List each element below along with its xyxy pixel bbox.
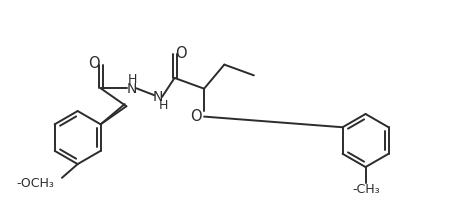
Text: O: O: [191, 109, 202, 124]
Text: -CH₃: -CH₃: [353, 183, 380, 196]
Text: O: O: [88, 56, 100, 71]
Text: N: N: [127, 82, 137, 96]
Text: O: O: [176, 46, 187, 61]
Text: -OCH₃: -OCH₃: [16, 177, 54, 190]
Text: H: H: [159, 99, 169, 112]
Text: H: H: [127, 73, 137, 86]
Text: N: N: [153, 90, 163, 104]
